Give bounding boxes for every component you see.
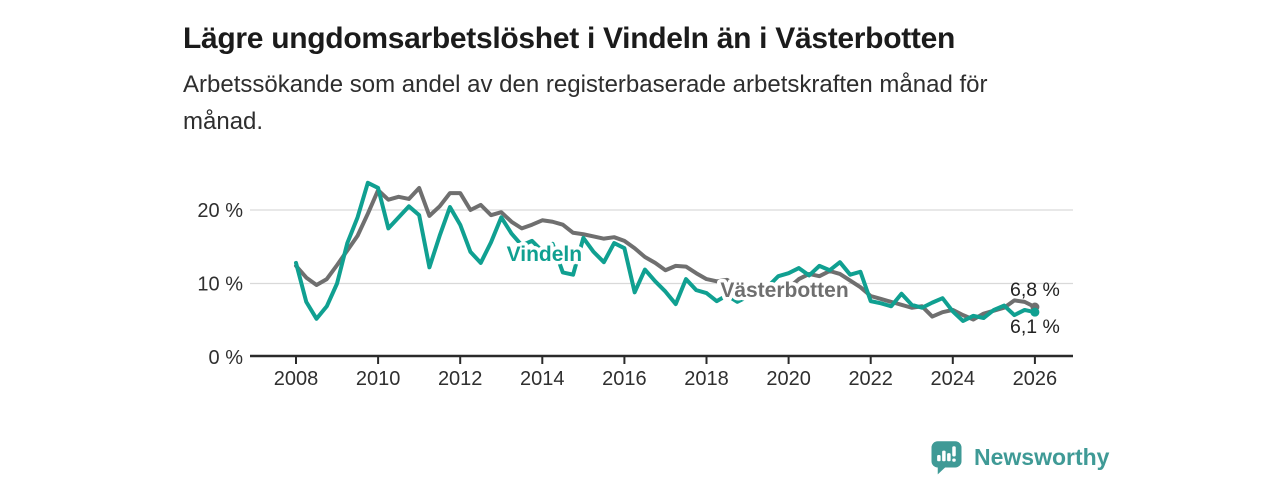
x-axis-tick-label: 2014 [520,368,565,390]
x-axis-tick-label: 2020 [766,368,811,390]
x-axis-tick-label: 2012 [438,368,483,390]
x-axis-tick-label: 2010 [356,368,401,390]
x-axis-tick-label: 2024 [931,368,976,390]
series-label-vindeln: Vindeln [507,243,582,266]
chart-subtitle-line2: månad. [183,108,264,135]
bar-chart-speech-bubble-icon [931,441,962,475]
x-axis-tick-label: 2026 [1013,368,1058,390]
y-axis-tick-label: 10 % [197,274,243,296]
chart-subtitle: Arbetssökande som andel av den registerb… [183,66,987,140]
x-axis-tick-label: 2008 [274,368,319,390]
newsworthy-logo-text: Newsworthy [974,444,1110,470]
y-axis-tick-label: 0 % [209,347,244,369]
series-line-västerbotten [294,185,1037,322]
chart-subtitle-line1: Arbetssökande som andel av den registerb… [183,71,988,98]
series-end-value-västerbotten: 6,8 % [1010,279,1060,301]
series-label-västerbotten: Västerbotten [720,279,848,302]
series-end-value-vindeln: 6,1 % [1010,316,1060,338]
x-axis-tick-label: 2016 [602,368,647,390]
series-line-vindeln [294,180,1037,323]
series-end-dot-vindeln [1030,307,1040,317]
y-axis-tick-label: 20 % [197,200,243,222]
x-axis-tick-label: 2018 [684,368,729,390]
chart-title: Lägre ungdomsarbetslöshet i Vindeln än i… [183,22,956,56]
newsworthy-logo: Newsworthy [930,440,1109,475]
x-axis-tick-label: 2022 [848,368,893,390]
